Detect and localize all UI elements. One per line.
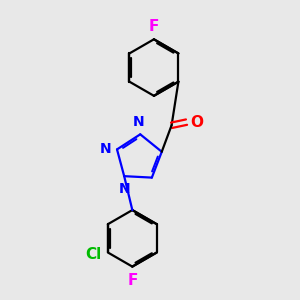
- Text: N: N: [133, 115, 145, 129]
- Text: N: N: [100, 142, 112, 156]
- Text: O: O: [190, 115, 203, 130]
- Text: F: F: [149, 19, 159, 34]
- Text: N: N: [118, 182, 130, 196]
- Text: F: F: [127, 273, 137, 288]
- Text: Cl: Cl: [86, 247, 102, 262]
